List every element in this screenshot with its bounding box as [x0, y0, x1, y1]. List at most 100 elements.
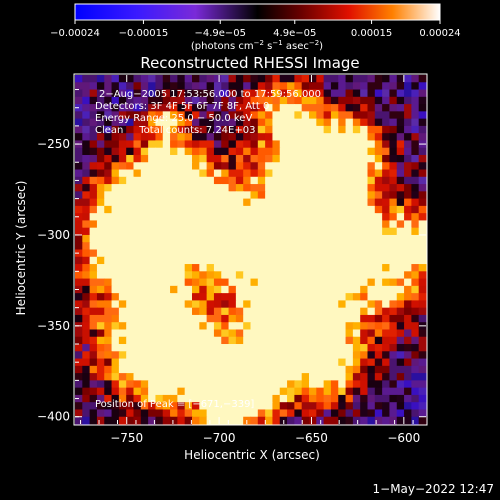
heatmap-cell [257, 402, 266, 411]
heatmap-cell [352, 205, 361, 214]
heatmap-cell [89, 351, 98, 360]
heatmap-cell [177, 409, 186, 418]
heatmap-cell [235, 125, 244, 134]
heatmap-cell [104, 380, 113, 389]
heatmap-cell [192, 256, 200, 265]
heatmap-cell [75, 75, 83, 83]
heatmap-cell [133, 249, 142, 258]
heatmap-cell [162, 249, 171, 258]
heatmap-cell [323, 205, 332, 214]
heatmap-cell [192, 300, 200, 309]
heatmap-cell [155, 227, 164, 236]
heatmap-cell [199, 380, 208, 389]
heatmap-cell [374, 227, 383, 236]
heatmap-cell [235, 402, 244, 411]
heatmap-cell [199, 89, 208, 98]
heatmap-cell [162, 147, 171, 156]
heatmap-cell [133, 365, 142, 374]
heatmap-cell [404, 256, 412, 265]
heatmap-cell [309, 242, 317, 251]
heatmap-cell [301, 118, 310, 127]
heatmap-cell [294, 358, 303, 367]
heatmap-cell [111, 184, 120, 192]
heatmap-cell [360, 169, 369, 178]
heatmap-cell [411, 220, 420, 229]
heatmap-cell [338, 133, 347, 142]
heatmap-cell [126, 300, 135, 309]
heatmap-cell [345, 213, 354, 222]
heatmap-cell [177, 373, 186, 381]
heatmap-cell [418, 147, 427, 156]
heatmap-cell [75, 184, 83, 192]
heatmap-cell [89, 307, 98, 316]
heatmap-cell [382, 409, 391, 418]
heatmap-cell [104, 242, 113, 251]
heatmap-cell [287, 394, 295, 403]
heatmap-cell [272, 409, 281, 418]
heatmap-cell [126, 234, 135, 243]
heatmap-cell [338, 162, 347, 171]
heatmap-cell [221, 329, 230, 338]
heatmap-cell [330, 402, 339, 411]
heatmap-cell [118, 351, 127, 360]
heatmap-cell [411, 198, 420, 207]
heatmap-cell [316, 89, 325, 98]
heatmap-cell [221, 358, 230, 367]
heatmap-cell [418, 314, 427, 323]
heatmap-cell [265, 394, 274, 403]
heatmap-cell [199, 242, 208, 251]
heatmap-cell [213, 322, 222, 331]
heatmap-cell [265, 154, 274, 163]
colorbar-tick-label: 0.00024 [419, 28, 460, 39]
heatmap-cell [316, 271, 325, 280]
heatmap-cell [221, 409, 230, 418]
heatmap-cell [294, 162, 303, 171]
heatmap-cell [367, 205, 376, 214]
heatmap-cell [199, 184, 208, 192]
heatmap-cell [250, 293, 259, 301]
heatmap-cell [367, 125, 376, 134]
heatmap-cell [126, 264, 135, 272]
heatmap-cell [228, 227, 237, 236]
heatmap-cell [221, 96, 230, 105]
heatmap-cell [411, 249, 420, 258]
heatmap-cell [184, 205, 193, 214]
heatmap-cell [111, 256, 120, 265]
heatmap-cell [287, 271, 295, 280]
heatmap-cell [104, 191, 113, 200]
heatmap-cell [126, 256, 135, 265]
heatmap-cell [140, 387, 149, 396]
heatmap-cell [155, 96, 164, 105]
heatmap-cell [301, 125, 310, 134]
heatmap-cell [323, 373, 332, 381]
heatmap-cell [235, 184, 244, 192]
heatmap-cell [352, 394, 361, 403]
heatmap-cell [184, 118, 193, 127]
heatmap-cell [235, 278, 244, 287]
heatmap-cell [287, 147, 295, 156]
heatmap-cell [294, 293, 303, 301]
heatmap-cell [162, 344, 171, 352]
heatmap-cell [192, 242, 200, 251]
heatmap-cell [235, 205, 244, 214]
heatmap-cell [360, 314, 369, 323]
heatmap-cell [330, 89, 339, 98]
heatmap-cell [294, 147, 303, 156]
heatmap-cell [192, 213, 200, 222]
heatmap-cell [75, 111, 83, 120]
heatmap-cell [250, 176, 259, 185]
heatmap-cell [82, 213, 91, 222]
heatmap-cell [170, 154, 178, 163]
heatmap-cell [301, 75, 310, 83]
heatmap-cell [382, 176, 391, 185]
heatmap-cell [338, 184, 347, 192]
heatmap-cell [184, 365, 193, 374]
heatmap-cell [82, 380, 91, 389]
heatmap-cell [396, 162, 405, 171]
heatmap-cell [272, 213, 281, 222]
heatmap-cell [82, 198, 91, 207]
heatmap-cell [206, 416, 215, 425]
heatmap-cell [257, 184, 266, 192]
heatmap-cell [396, 409, 405, 418]
heatmap-cell [294, 256, 303, 265]
